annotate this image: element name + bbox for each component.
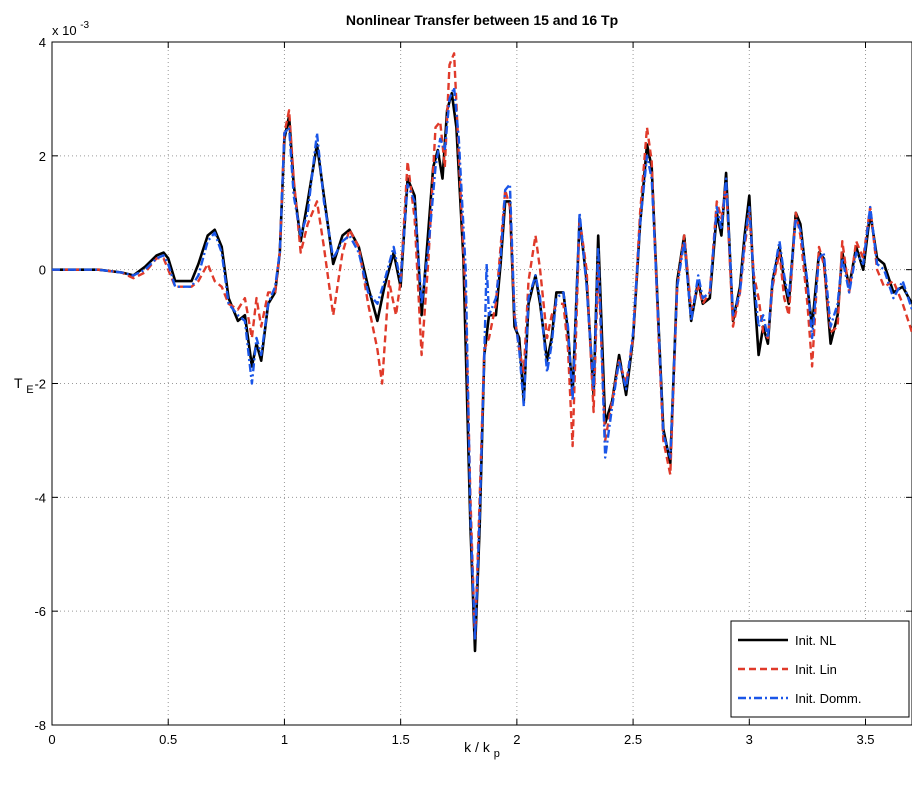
series-line-3 [52, 86, 912, 641]
x-axis-label-main: k / k [464, 739, 491, 755]
x-tick-label: 2 [513, 732, 520, 747]
legend: Init. NL Init. Lin Init. Domm. [730, 620, 910, 718]
y-tick-label: -4 [34, 490, 46, 505]
y-axis-ticks: -8 -6 -4 -2 0 2 4 [34, 35, 912, 733]
y-tick-label: 0 [39, 263, 46, 278]
x-tick-label: 0 [48, 732, 55, 747]
y-axis-label: T E [14, 375, 34, 396]
y-tick-label: -2 [34, 377, 46, 392]
y-multiplier-exponent: -3 [80, 20, 89, 31]
x-tick-label: 3 [746, 732, 753, 747]
legend-label-3: Init. Domm. [795, 691, 861, 706]
x-axis-label: k / k p [464, 739, 500, 760]
y-axis-label-sub: E [26, 384, 33, 396]
x-tick-label: 1.5 [392, 732, 410, 747]
chart-title: Nonlinear Transfer between 15 and 16 Tp [346, 12, 618, 28]
series-line-2 [52, 52, 912, 641]
x-axis-label-sub: p [494, 748, 500, 760]
legend-label-2: Init. Lin [795, 662, 837, 677]
y-axis-label-main: T [14, 375, 23, 391]
x-axis-ticks: 0 0.5 1 1.5 2 2.5 3 3.5 [48, 42, 875, 747]
series-group [52, 52, 912, 653]
y-tick-label: -8 [34, 718, 46, 733]
y-multiplier-base: x 10 [52, 23, 77, 38]
x-tick-label: 1 [281, 732, 288, 747]
x-tick-label: 0.5 [159, 732, 177, 747]
legend-label-1: Init. NL [795, 633, 836, 648]
grid [52, 42, 912, 725]
series-line-1 [52, 91, 912, 653]
y-tick-label: -6 [34, 604, 46, 619]
y-multiplier: x 10 -3 [52, 20, 90, 38]
y-tick-label: 4 [39, 35, 46, 50]
x-tick-label: 2.5 [624, 732, 642, 747]
x-tick-label: 3.5 [856, 732, 874, 747]
y-tick-label: 2 [39, 149, 46, 164]
